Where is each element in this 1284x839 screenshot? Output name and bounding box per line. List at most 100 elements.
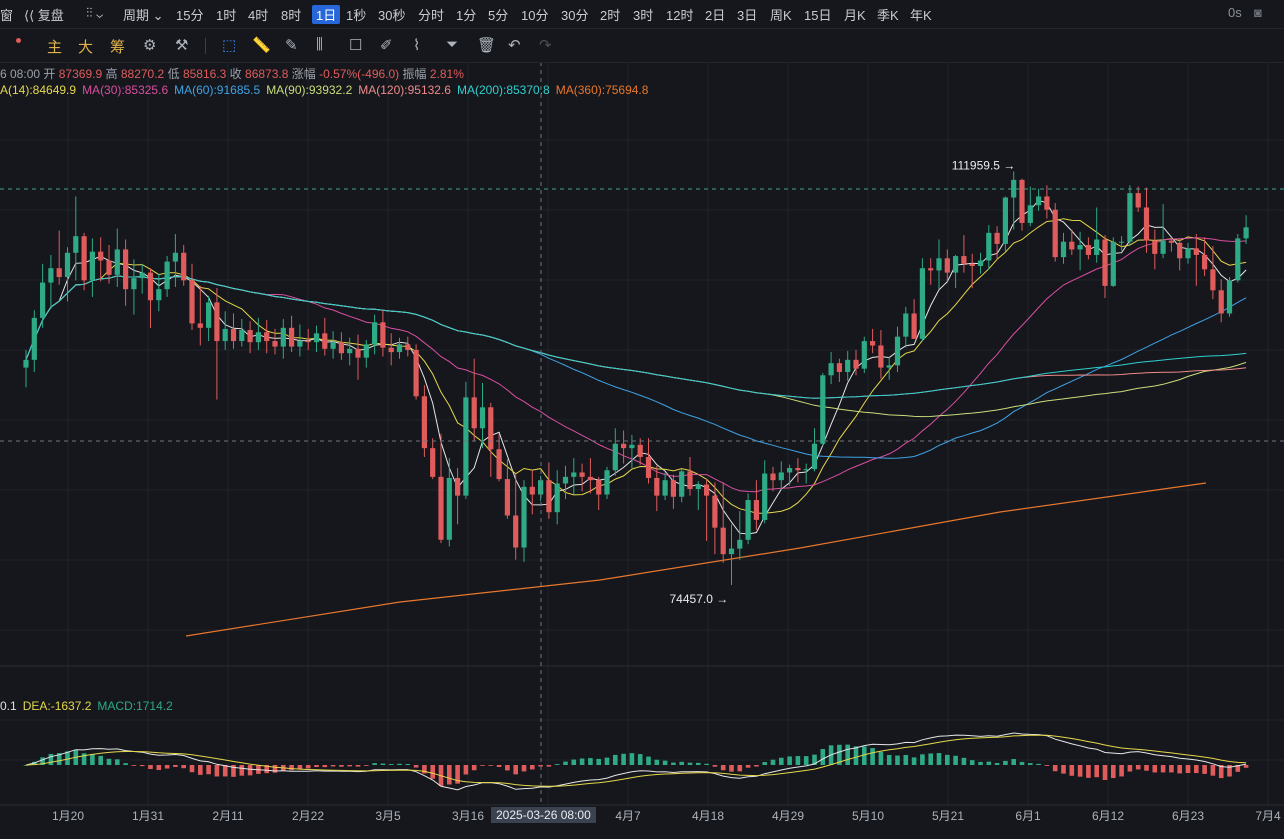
settings-icon[interactable]: ⚙ — [143, 37, 157, 54]
macd-bar-16 — [156, 765, 162, 771]
candle-body-49 — [430, 448, 436, 477]
period-19[interactable]: 2日 — [705, 8, 726, 23]
candle-body-42 — [372, 322, 378, 345]
brush-icon[interactable]: ✎ — [285, 37, 298, 54]
ma-legend-item-4: MA(120):95132.6 — [358, 83, 451, 97]
x-tick-14: 7月4 — [1255, 809, 1281, 823]
x-tick-12: 6月12 — [1092, 809, 1124, 823]
ruler-icon[interactable]: 📏 — [252, 37, 271, 54]
candle-body-130 — [1102, 239, 1108, 286]
period-13[interactable]: 5分 — [488, 8, 509, 23]
macd-bar-41 — [364, 765, 369, 766]
period-21[interactable]: 周K — [770, 8, 792, 23]
period-25[interactable]: 年K — [910, 8, 932, 23]
x-tick-1: 1月31 — [132, 809, 164, 823]
candle-body-63 — [546, 480, 552, 513]
period-10[interactable]: 30秒 — [378, 8, 406, 23]
candle-body-18 — [172, 252, 178, 262]
period-22[interactable]: 15日 — [804, 8, 832, 23]
candle-body-30 — [272, 341, 278, 347]
candle-body-95 — [811, 443, 818, 470]
candle-body-106 — [903, 313, 909, 337]
candle-icon[interactable]: ⫼ — [316, 36, 323, 53]
period-14[interactable]: 10分 — [521, 8, 549, 23]
x-tick-4: 3月5 — [375, 809, 401, 823]
period-23[interactable]: 月K — [844, 8, 866, 23]
period-2[interactable]: ⫶⫶ ⌄ — [86, 5, 104, 20]
ma-legend-item-0: A(14):84649.9 — [0, 83, 77, 97]
camera-icon[interactable]: ◙ — [1254, 5, 1262, 20]
macd-bar-109 — [928, 753, 933, 765]
period-18[interactable]: 12时 — [666, 8, 694, 23]
magnet-icon[interactable]: ⌇ — [413, 37, 421, 54]
macd-bar-15 — [148, 765, 153, 770]
undo-icon[interactable]: ↶ — [508, 37, 521, 54]
candle-body-114 — [969, 263, 975, 266]
chips-button[interactable]: 筹 — [110, 39, 126, 56]
macd-bar-9 — [98, 755, 103, 765]
candle-body-53 — [463, 397, 469, 496]
main-indicator-button[interactable]: 主 — [47, 39, 63, 56]
filter-icon[interactable]: ⏷ — [446, 36, 459, 53]
period-8[interactable]: 1日 — [312, 5, 341, 24]
period-7[interactable]: 8时 — [281, 8, 302, 23]
macd-bar-112 — [953, 755, 958, 765]
period-3[interactable]: 周期 ⌄ — [123, 8, 164, 23]
period-12[interactable]: 1分 — [456, 8, 477, 23]
candle-body-94 — [803, 469, 809, 471]
macd-bar-88 — [754, 765, 759, 767]
period-5[interactable]: 1时 — [216, 8, 237, 23]
period-6[interactable]: 4时 — [248, 8, 269, 23]
period-20[interactable]: 3日 — [737, 8, 758, 23]
candle-body-5 — [64, 252, 71, 278]
period-24[interactable]: 季K — [877, 8, 899, 23]
candle-body-76 — [654, 477, 660, 496]
ohlc-low: 85816.3 — [182, 67, 227, 81]
candle-body-132 — [1119, 241, 1125, 243]
candle-body-66 — [571, 472, 577, 477]
candle-body-51 — [446, 477, 452, 540]
period-9[interactable]: 1秒 — [346, 8, 367, 23]
macd-bar-125 — [1061, 765, 1066, 774]
edit-icon[interactable]: ✐ — [380, 37, 393, 54]
candle-body-64 — [554, 483, 560, 513]
period-15[interactable]: 30分 — [561, 8, 589, 23]
period-17[interactable]: 3时 — [633, 8, 654, 23]
ma-legend-item-1: MA(30):85325.6 — [82, 83, 169, 97]
candle-body-98 — [836, 363, 842, 372]
period-4[interactable]: 15分 — [176, 8, 204, 23]
period-1[interactable]: ⟨⟨ 复盘 — [24, 8, 64, 23]
period-11[interactable]: 分时 — [418, 8, 445, 23]
macd-bar-8 — [90, 753, 95, 765]
note-icon[interactable]: ☐ — [349, 37, 363, 54]
macd-legend-item-1: DEA:-1637.2 — [22, 699, 92, 713]
candle-body-7 — [81, 236, 87, 281]
delete-icon[interactable]: 🗑 — [477, 37, 497, 54]
macd-bar-42 — [372, 763, 377, 765]
macd-bar-78 — [671, 762, 676, 765]
macd-bar-124 — [1052, 765, 1058, 772]
x-tick-8: 4月29 — [772, 809, 804, 823]
big-button[interactable]: 大 — [78, 39, 94, 56]
candle-body-78 — [670, 480, 676, 497]
period-16[interactable]: 2时 — [600, 8, 621, 23]
candle-body-118 — [1002, 197, 1008, 244]
ma-legend-item-3: MA(90):93932.2 — [266, 83, 353, 97]
ohlc-high: 88270.2 — [120, 67, 165, 81]
dif-line — [25, 732, 1247, 791]
redo-icon[interactable]: ↷ — [539, 37, 552, 54]
ma-legend-item-5: MA(200):85370.8 — [456, 83, 550, 97]
candle-body-33 — [297, 341, 303, 347]
period-0[interactable]: 窗 — [0, 8, 14, 23]
macd-bar-11 — [115, 759, 120, 765]
candle-body-74 — [637, 444, 643, 457]
macd-bar-48 — [422, 765, 427, 774]
macd-bar-22 — [206, 765, 211, 775]
macd-bar-73 — [629, 753, 635, 765]
tools-icon[interactable]: ⚒ — [175, 37, 189, 54]
candle-body-145 — [1226, 280, 1233, 314]
select-icon[interactable]: ⬚ — [222, 37, 237, 54]
macd-legend: 0.1 DEA:-1637.2 MACD:1714.2 — [0, 699, 179, 713]
candle-body-92 — [787, 468, 793, 473]
